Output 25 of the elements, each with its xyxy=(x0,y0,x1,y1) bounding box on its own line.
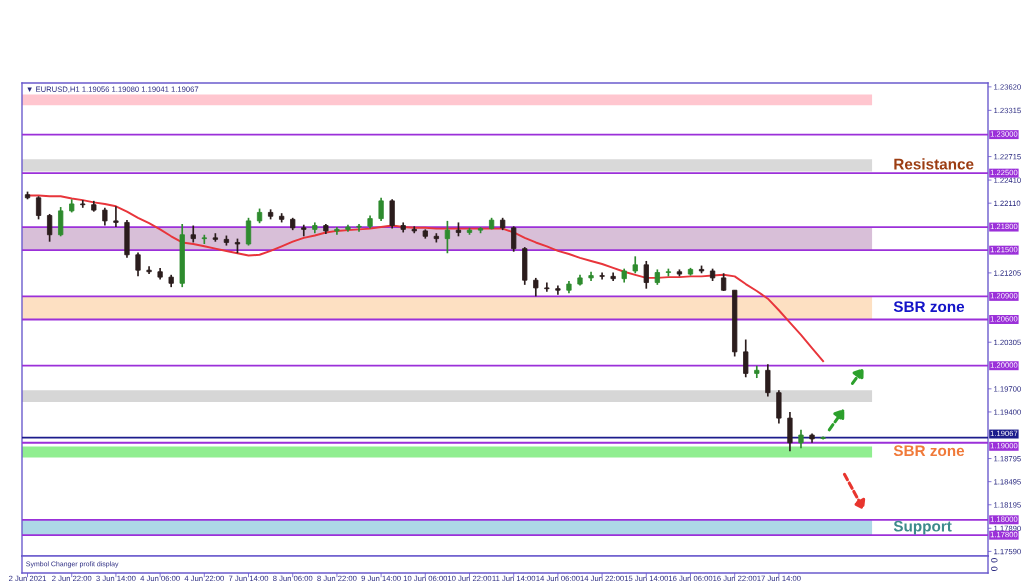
candlestick xyxy=(511,225,517,253)
band-label: Support xyxy=(893,520,952,535)
band-label: SBR zone xyxy=(893,445,965,457)
candlestick xyxy=(533,277,539,298)
text: 0 xyxy=(991,558,998,563)
candlestick xyxy=(643,260,649,290)
candlestick xyxy=(544,281,550,293)
candlestick xyxy=(798,428,804,449)
band-label: SBR zone xyxy=(893,301,965,313)
candlestick xyxy=(80,199,86,209)
candlestick xyxy=(245,216,252,247)
candlestick xyxy=(765,363,771,398)
candlestick xyxy=(58,206,64,238)
candlestick xyxy=(46,213,53,243)
candlestick xyxy=(113,205,119,228)
candlestick xyxy=(146,265,152,275)
candlestick xyxy=(444,220,451,255)
candlestick xyxy=(35,195,42,221)
candlestick xyxy=(201,233,207,245)
candlestick xyxy=(378,196,384,222)
candlestick xyxy=(135,251,141,278)
candlestick xyxy=(356,223,362,233)
band-label: Resistance xyxy=(894,158,974,170)
text: 0 xyxy=(991,566,998,571)
candlestick xyxy=(743,338,749,379)
